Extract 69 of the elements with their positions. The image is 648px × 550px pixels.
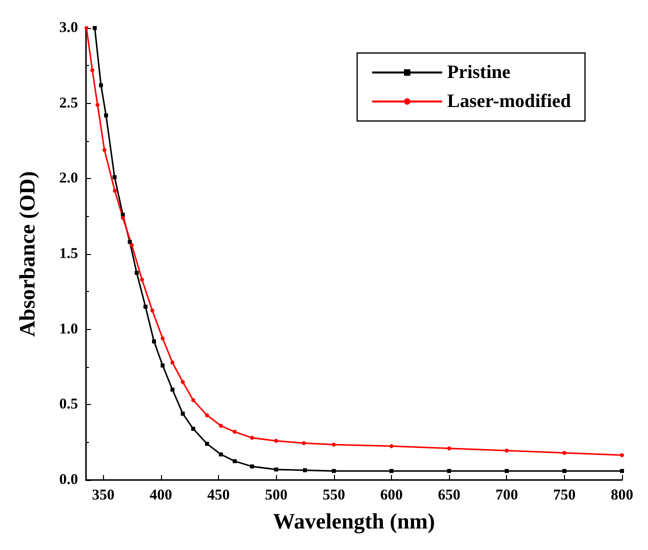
point bbox=[332, 442, 336, 447]
point bbox=[218, 452, 223, 456]
point bbox=[620, 468, 624, 473]
point bbox=[447, 446, 452, 450]
point bbox=[562, 450, 566, 455]
point bbox=[191, 426, 196, 431]
point bbox=[389, 468, 394, 473]
point bbox=[130, 242, 134, 247]
point bbox=[562, 468, 566, 473]
point bbox=[274, 438, 278, 443]
y-tick-label: 1.5 bbox=[59, 246, 78, 262]
point bbox=[250, 464, 254, 468]
x-axis-title: Wavelength (nm) bbox=[273, 508, 435, 534]
x-tick-label: 550 bbox=[322, 488, 346, 504]
x-tick-label: 650 bbox=[438, 488, 460, 504]
x-tick-label: 800 bbox=[610, 488, 634, 504]
point bbox=[620, 453, 624, 458]
point bbox=[205, 413, 210, 418]
point bbox=[92, 26, 97, 30]
y-tick-label: 0.0 bbox=[59, 472, 78, 488]
x-tick-label: 700 bbox=[495, 488, 518, 504]
point bbox=[447, 468, 452, 473]
y-tick-label: 1.0 bbox=[59, 321, 78, 338]
x-tick-label: 600 bbox=[380, 488, 403, 504]
point bbox=[150, 308, 154, 312]
legend-label: Pristine bbox=[447, 62, 510, 83]
point bbox=[112, 188, 117, 193]
point bbox=[504, 448, 509, 453]
point bbox=[180, 380, 185, 384]
x-tick-label: 750 bbox=[553, 488, 576, 504]
point bbox=[302, 441, 306, 446]
point bbox=[160, 336, 165, 340]
point bbox=[332, 468, 336, 473]
point bbox=[191, 398, 196, 402]
point bbox=[218, 424, 223, 428]
point bbox=[84, 26, 88, 30]
point bbox=[170, 388, 174, 392]
point bbox=[232, 459, 237, 464]
legend-label: Laser-modified bbox=[447, 91, 572, 112]
point bbox=[120, 216, 125, 220]
point bbox=[180, 412, 185, 416]
point bbox=[170, 360, 174, 364]
point bbox=[160, 363, 165, 368]
y-tick-label: 3.0 bbox=[59, 20, 78, 36]
point bbox=[98, 83, 103, 88]
point bbox=[143, 304, 148, 309]
y-axis-title: Absorbance (OD) bbox=[14, 171, 40, 337]
y-tick-label: 2.5 bbox=[59, 95, 78, 112]
point bbox=[232, 430, 237, 434]
point bbox=[140, 278, 144, 282]
point bbox=[112, 175, 117, 180]
point bbox=[152, 339, 156, 344]
point bbox=[134, 270, 139, 275]
x-tick-label: 350 bbox=[92, 488, 115, 504]
point bbox=[504, 468, 509, 473]
y-tick-label: 0.5 bbox=[59, 396, 78, 413]
point bbox=[250, 436, 254, 440]
y-tick-label: 2.0 bbox=[59, 170, 78, 187]
point bbox=[96, 102, 100, 107]
point bbox=[104, 113, 108, 118]
point bbox=[102, 148, 106, 152]
point bbox=[90, 68, 94, 72]
x-tick-label: 450 bbox=[207, 488, 230, 504]
point bbox=[205, 442, 210, 446]
point bbox=[303, 468, 308, 472]
x-tick-label: 400 bbox=[150, 488, 172, 504]
point bbox=[274, 467, 278, 472]
point bbox=[389, 444, 394, 448]
x-tick-label: 500 bbox=[264, 488, 288, 504]
